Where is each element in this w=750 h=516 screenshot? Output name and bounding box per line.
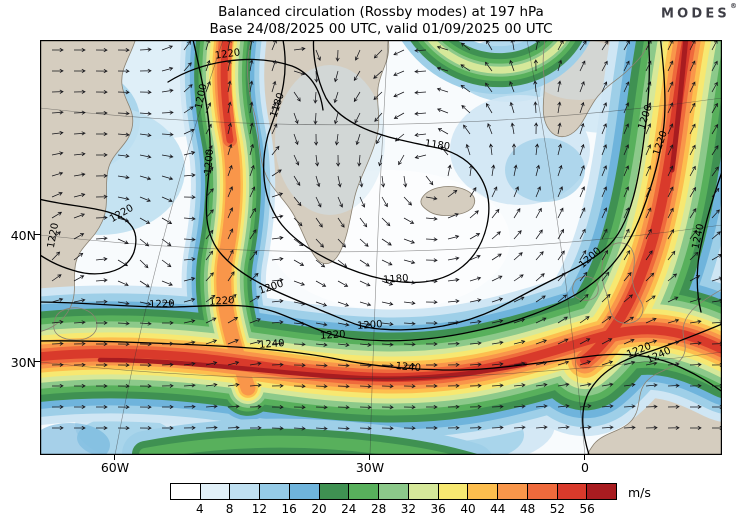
colorbar-tick-label: 44	[490, 502, 506, 516]
contour-label: 1220	[214, 47, 241, 61]
landmass	[247, 38, 389, 264]
wind-arrows	[51, 38, 724, 431]
chart-title: Balanced circulation (Rossby modes) at 1…	[218, 4, 544, 20]
coastline	[420, 186, 476, 216]
wind-arrow-layer	[51, 38, 724, 431]
contour-label: 1200	[203, 149, 216, 175]
x-axis-label-30w: 30W	[355, 460, 385, 475]
contour-label: 1200	[194, 83, 210, 110]
contour-label-layer: 1220 1200 1180 1200 1180 1200 1220 1220 1220 1240…	[46, 47, 707, 374]
x-tick	[369, 455, 370, 460]
colorbar-tick-label: 56	[579, 502, 595, 516]
colorbar-cell	[229, 484, 260, 499]
contour-label: 1180	[383, 273, 409, 286]
coastline	[601, 242, 644, 324]
height-contour-1200	[191, 34, 650, 331]
colorbar-cell	[199, 484, 230, 499]
y-tick	[34, 234, 40, 235]
landmass	[38, 38, 136, 332]
wind-band	[97, 357, 528, 381]
parallel-30n	[39, 351, 723, 380]
colorbar-cell	[259, 484, 289, 499]
contour-label: 1240	[259, 338, 285, 351]
colorbar-tick-label: 48	[519, 502, 536, 516]
graticule-layer	[39, 39, 723, 456]
map-svg: 1220 1200 1180 1200 1180 1200 1220 1220 1220 1240…	[0, 0, 750, 489]
parallel-50n	[39, 97, 723, 126]
colorbar-tick-label: 36	[430, 502, 446, 516]
registered-mark: ®	[730, 2, 737, 10]
height-contour-1240	[696, 157, 728, 313]
contour-label: 1240	[395, 361, 421, 374]
colorbar-tick-label: 12	[251, 502, 268, 516]
y-tick	[34, 361, 40, 362]
height-contour-layer	[34, 34, 728, 459]
contour-label: 1220	[320, 329, 346, 342]
contour-label: 1220	[46, 222, 61, 249]
contour-label: 1180	[424, 138, 451, 152]
x-axis-label-0: 0	[581, 460, 589, 475]
x-tick	[584, 455, 585, 460]
colorbar-tick-label: 40	[460, 502, 476, 516]
meridian-0	[526, 39, 586, 456]
colorbar	[170, 483, 617, 500]
map-panel: 1220 1200 1180 1200 1180 1200 1220 1220 1220 1240…	[0, 0, 750, 489]
colorbar-cell	[171, 484, 200, 499]
contour-label: 1220	[149, 299, 175, 311]
height-contour-1220	[34, 197, 137, 275]
contour-label: 1200	[357, 319, 383, 332]
colorbar-tick-label: 20	[311, 502, 327, 516]
colorbar-tick-label: 52	[549, 502, 566, 516]
coastline	[542, 37, 651, 138]
y-axis-label-40n: 40N	[10, 228, 36, 243]
modes-logo-text: MODES	[660, 6, 730, 22]
colorbar-unit: m/s	[628, 485, 651, 500]
x-tick	[114, 455, 115, 460]
y-axis-label-30n: 30N	[10, 355, 36, 370]
contour-label: 1240	[691, 223, 707, 250]
colorbar-cell	[407, 484, 438, 499]
colorbar-cell	[526, 484, 557, 499]
coastline	[585, 287, 725, 459]
colorbar-tick-label: 16	[281, 502, 297, 516]
colorbar-tick-label: 24	[341, 502, 357, 516]
colorbar-cell	[318, 484, 349, 499]
map-frame	[40, 40, 722, 455]
landmass	[420, 186, 475, 216]
height-contour-1180	[263, 34, 490, 284]
colorbar-tick-label: 32	[400, 502, 417, 516]
height-contour-1240	[34, 340, 728, 396]
colorbar-cell	[437, 484, 468, 499]
colorbar-cell	[556, 484, 587, 499]
colorbar-cell	[378, 484, 408, 499]
coastline	[247, 37, 390, 265]
height-contour-1220	[167, 58, 324, 111]
colorbar-cell	[497, 484, 527, 499]
chart-subtitle: Base 24/08/2025 00 UTC, valid 01/09/2025…	[209, 21, 553, 37]
colorbar-tick-label: 4	[195, 502, 204, 516]
x-axis-label-60w: 60W	[100, 460, 130, 475]
wind-band	[418, 24, 574, 74]
colorbar-cell	[348, 484, 379, 499]
modes-logo: MODES®	[660, 2, 737, 22]
wind-speed-fill-layer	[0, 0, 750, 489]
colorbar-tick-label: 28	[370, 502, 387, 516]
meridian-30w	[369, 39, 389, 456]
colorbar-tick-label: 8	[225, 502, 234, 516]
contour-label: 1220	[209, 295, 235, 308]
colorbar-cell	[467, 484, 498, 499]
height-contour-1220	[582, 321, 728, 459]
height-contour-1220	[34, 34, 666, 342]
colorbar-cell	[586, 484, 617, 499]
coastline	[53, 307, 98, 341]
colorbar-tick-labels: 4 8 12 16 20 24 28 32 36 40 44 48 52 56	[170, 502, 617, 516]
coastline	[572, 276, 599, 301]
colorbar-cell	[288, 484, 319, 499]
